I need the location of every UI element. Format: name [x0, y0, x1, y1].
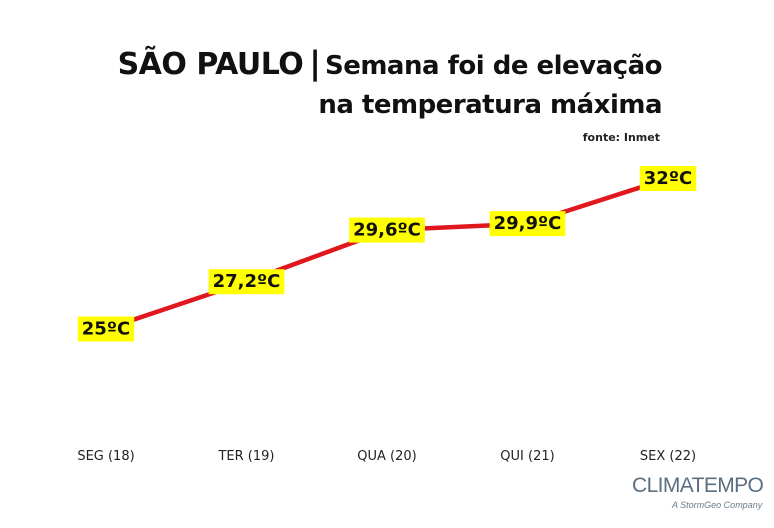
city-name: SÃO PAULO: [117, 47, 304, 82]
data-label-sex-22: 32ºC: [639, 166, 697, 191]
data-label-layer: 25ºC 27,2ºC 29,6ºC 29,9ºC 32ºC: [77, 166, 697, 342]
subtitle-line-2: na temperatura máxima: [318, 90, 662, 120]
source-note: fonte: Inmet: [582, 131, 660, 144]
series-layer: [103, 176, 671, 332]
data-label-text: 25ºC: [82, 319, 130, 340]
data-label-text: 32ºC: [644, 168, 692, 189]
data-label-background: [208, 269, 285, 295]
data-label-qui-21: 29,9ºC: [489, 211, 566, 237]
data-label-text: 29,6ºC: [353, 220, 421, 241]
x-tick-label-seg-18: SEG (18): [77, 449, 134, 464]
x-tick-label-ter-19: TER (19): [217, 449, 274, 464]
climatempo-logo: CLIMATEMPO A StormGeo Company: [632, 474, 764, 510]
chart-title: SÃO PAULO | Semana foi de elevação: [117, 44, 663, 82]
data-label-background: [489, 211, 566, 237]
logo-wordmark: CLIMATEMPO: [632, 474, 764, 497]
title-separator: |: [309, 44, 321, 82]
data-label-ter-19: 27,2ºC: [208, 269, 285, 295]
temperature-series-line: [103, 176, 671, 332]
data-label-background: [349, 217, 425, 243]
data-label-text: 27,2ºC: [213, 271, 281, 292]
logo-tagline: A StormGeo Company: [672, 500, 763, 510]
subtitle-line-1: Semana foi de elevação: [324, 51, 663, 81]
x-tick-label-sex-22: SEX (22): [640, 449, 696, 464]
x-axis-tick-labels: SEG (18) TER (19) QUA (20) QUI (21) SEX (22): [77, 449, 696, 464]
data-label-seg-18: 25ºC: [77, 316, 135, 342]
data-label-background: [639, 166, 697, 191]
x-tick-label-qua-20: QUA (20): [357, 449, 416, 464]
data-label-text: 29,9ºC: [494, 213, 562, 234]
x-tick-label-qui-21: QUI (21): [500, 449, 554, 464]
data-label-qua-20: 29,6ºC: [349, 217, 425, 243]
data-label-background: [77, 316, 135, 342]
